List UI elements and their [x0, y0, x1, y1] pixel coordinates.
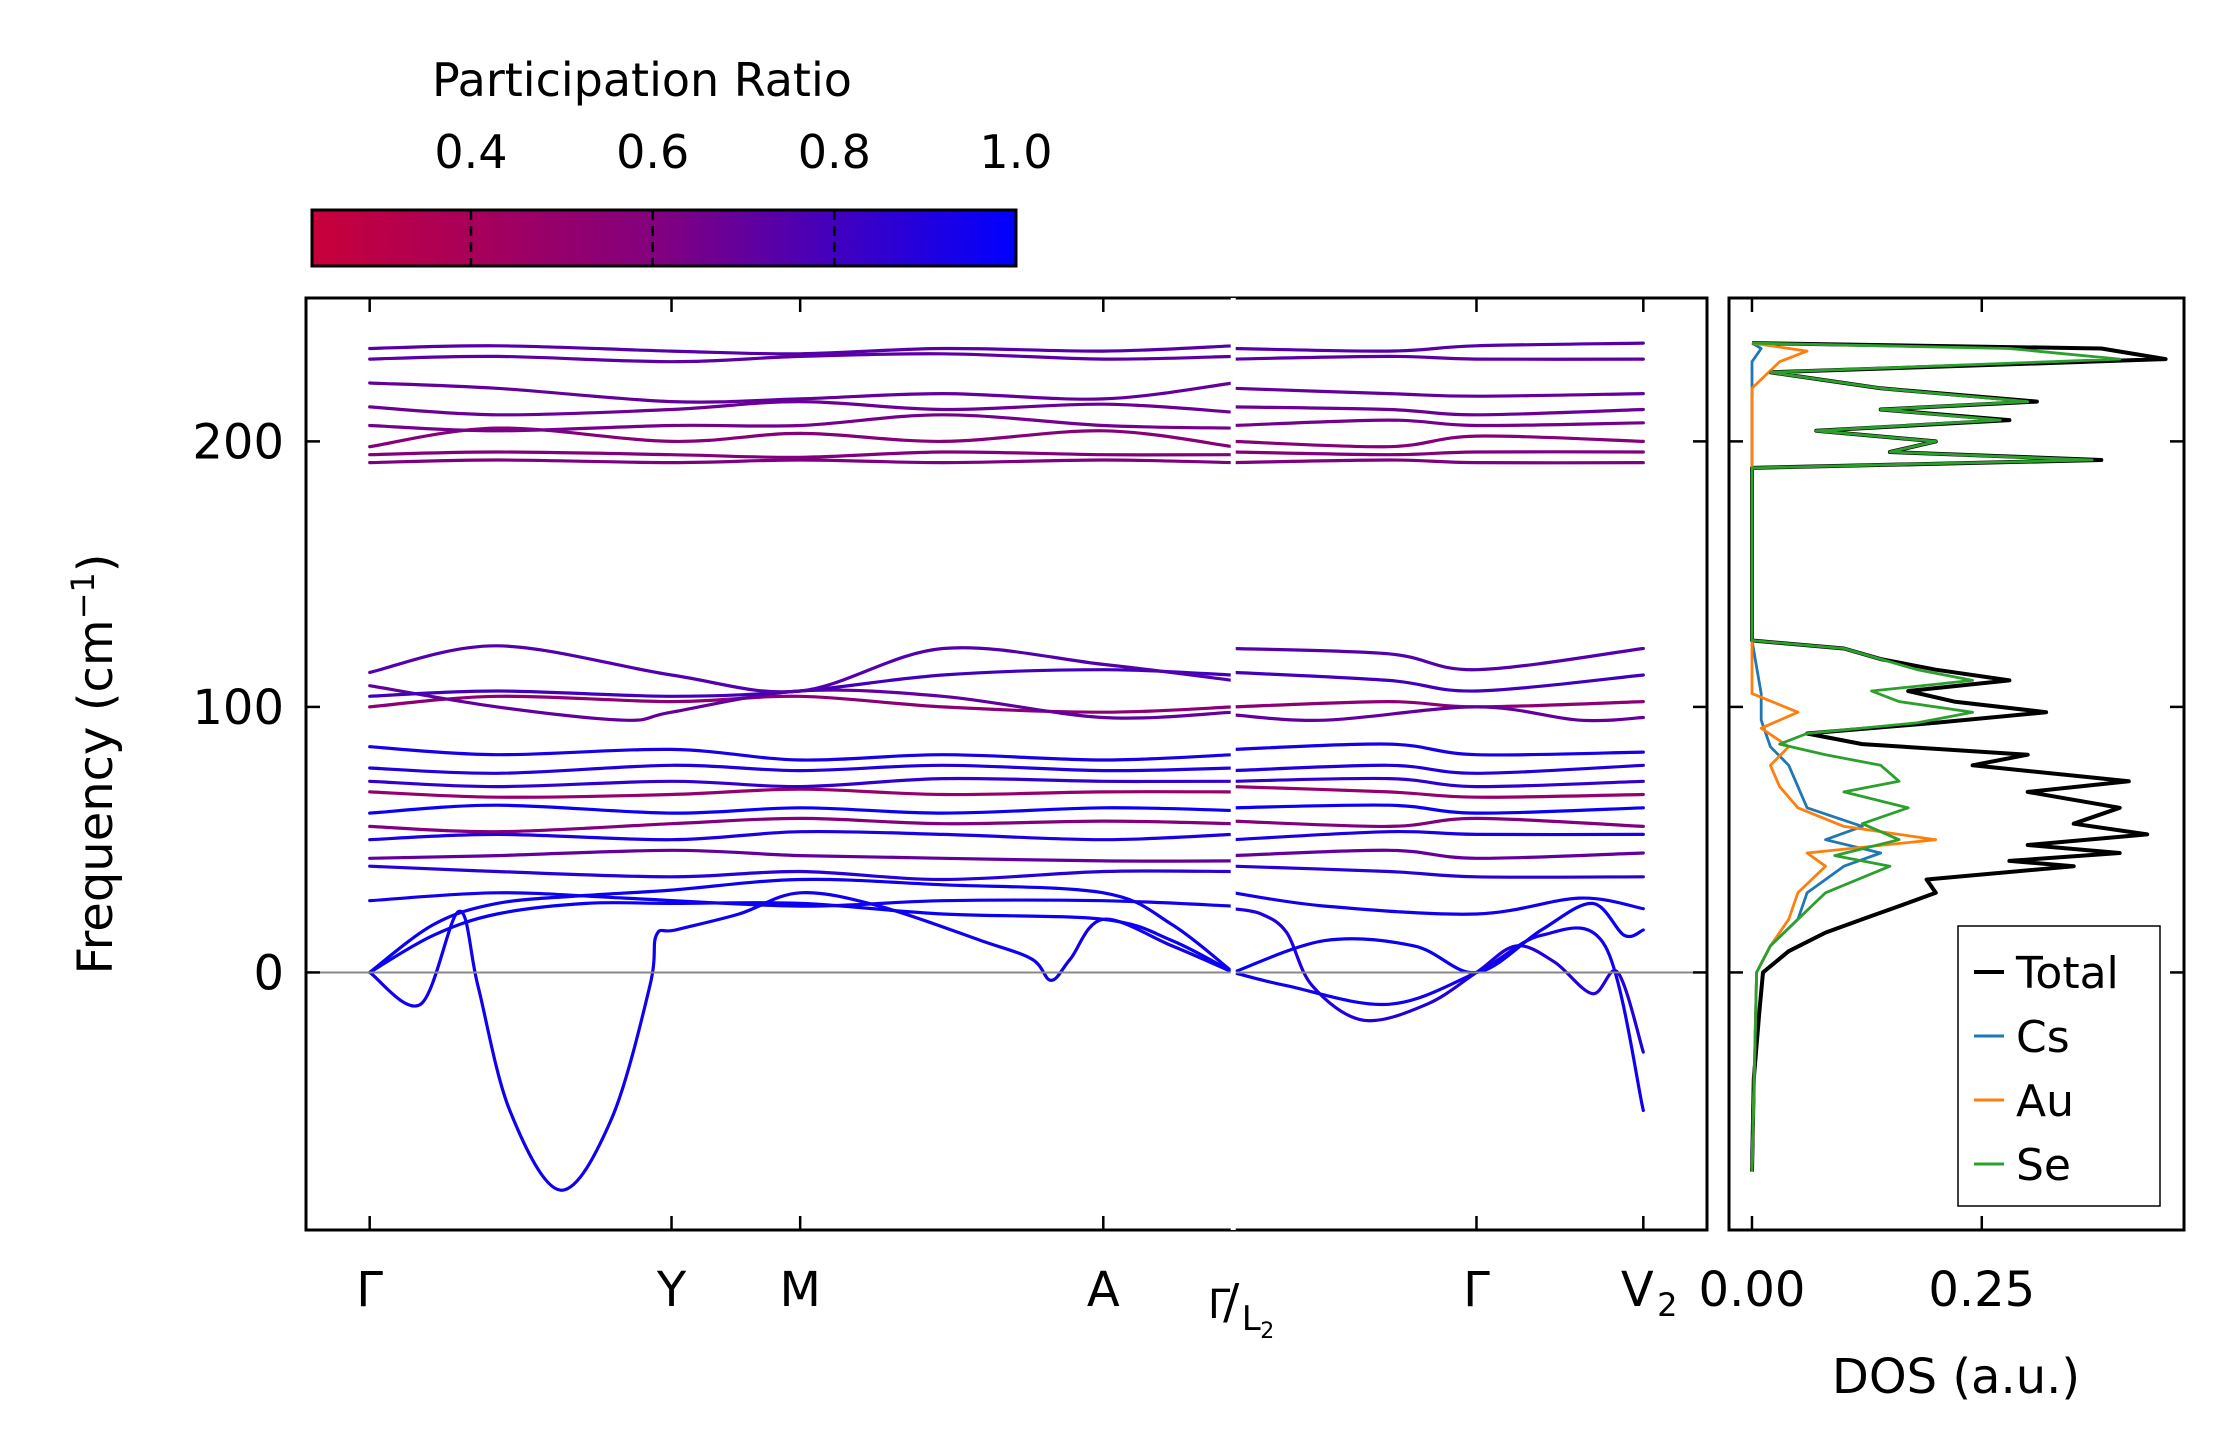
- band-line-optical-low-1-part1: [1231, 891, 1645, 916]
- band-y-ticks: 0 100 200: [192, 414, 1707, 1001]
- band-line-optical-high-3-part0: [368, 426, 1235, 449]
- y-axis-label-sup: −1: [64, 572, 102, 619]
- dos-line-se: [1750, 341, 2122, 1172]
- x-tick-label-1: Y: [656, 1262, 687, 1318]
- band-line-optical-high-4-part1: [1231, 418, 1645, 428]
- legend-label-se: Se: [2016, 1140, 2071, 1191]
- band-line-optical-low-10-part0: [368, 745, 1235, 762]
- dos-x-tick-label-1: 0.25: [1928, 1262, 2035, 1318]
- band-line-optical-high-1-part0: [368, 458, 1235, 465]
- band-line-optical-high-2-part0: [368, 450, 1235, 459]
- band-line-optical-low-2-part1: [1231, 864, 1645, 879]
- dos-y-ticks: [1729, 440, 2184, 974]
- band-line-optical-mid-4-part1: [1231, 646, 1645, 672]
- svg-text:Frequency (cm−1): Frequency (cm−1): [64, 553, 124, 974]
- band-line-optical-low-1-part0: [368, 891, 1235, 908]
- colorbar-tick-label-0: 0.4: [434, 125, 507, 179]
- band-line-optical-low-7-part1: [1231, 785, 1645, 799]
- dos-x-ticks: 0.00 0.25: [1699, 298, 2035, 1318]
- colorbar-tick-label-1: 0.6: [616, 125, 689, 179]
- x-tick-label-6-sub: 2: [1657, 1286, 1677, 1324]
- band-line-optical-low-9-part1: [1231, 763, 1645, 775]
- x-tick-label-4-slash: /: [1223, 1274, 1240, 1330]
- band-x-ticks: Γ Y M A Γ/L 2Γ V 2: [356, 298, 1677, 1344]
- dos-legend: Total Cs Au Se: [1957, 925, 2161, 1207]
- band-line-optical-low-3-part1: [1231, 848, 1645, 860]
- x-tick-label-6-main: V: [1621, 1262, 1654, 1318]
- band-line-optical-high-8-part0: [368, 344, 1235, 356]
- band-line-acoustic-path2-3-part1: [1231, 901, 1645, 975]
- colorbar-tick-label-2: 0.8: [798, 125, 871, 179]
- band-plot-frame: [304, 296, 1709, 1232]
- band-line-optical-high-5-part0: [368, 400, 1235, 417]
- dos-plot-frame: [1727, 296, 2186, 1232]
- x-tick-label-4-sub-main: L: [1242, 1299, 1261, 1339]
- band-line-acoustic-1-part0: [368, 891, 1235, 1192]
- x-tick-label-3: A: [1087, 1262, 1120, 1318]
- band-line-optical-mid-4-part0: [368, 644, 1235, 694]
- colorbar-gradient: [310, 208, 1018, 268]
- colorbar: Participation Ratio 0.4 0.6 0.8 1.0: [310, 53, 1053, 268]
- colorbar-label: Participation Ratio: [432, 53, 852, 107]
- band-line-optical-low-2-part0: [368, 864, 1235, 882]
- legend-label-au: Au: [2016, 1076, 2074, 1127]
- y-tick-label-100: 100: [192, 680, 284, 736]
- band-line-optical-high-4-part0: [368, 413, 1235, 433]
- dos-axes: 0.00 0.25 DOS (a.u.) Total Cs Au Se: [1699, 296, 2186, 1405]
- band-line-optical-low-5-part1: [1231, 816, 1645, 829]
- band-line-optical-low-10-part1: [1231, 742, 1645, 757]
- band-line-optical-low-7-part0: [368, 787, 1235, 799]
- x-tick-label-2: M: [779, 1262, 820, 1318]
- band-line-optical-high-7-part0: [368, 352, 1235, 364]
- band-line-optical-low-3-part0: [368, 848, 1235, 863]
- dos-line-au: [1750, 341, 1938, 1172]
- y-axis-label-close: ): [68, 553, 124, 572]
- band-line-acoustic-2-part0: [368, 901, 1235, 974]
- band-line-optical-high-8-part1: [1231, 341, 1645, 353]
- band-line-optical-low-6-part1: [1231, 803, 1645, 815]
- band-line-optical-low-8-part0: [368, 776, 1235, 789]
- y-tick-label-200: 200: [192, 414, 284, 470]
- band-line-optical-low-4-part0: [368, 829, 1235, 842]
- band-lines: [368, 341, 1645, 1192]
- band-line-optical-low-5-part0: [368, 816, 1235, 834]
- band-line-optical-mid-1-part1: [1231, 700, 1645, 709]
- colorbar-tick-label-3: 1.0: [979, 125, 1052, 179]
- band-line-optical-high-7-part1: [1231, 354, 1645, 361]
- band-line-optical-mid-2-part0: [368, 684, 1235, 722]
- band-line-acoustic-3-part0: [368, 877, 1235, 974]
- band-line-optical-high-1-part1: [1231, 458, 1645, 465]
- legend-label-cs: Cs: [2016, 1012, 2070, 1063]
- band-line-optical-low-8-part1: [1231, 776, 1645, 789]
- band-line-optical-low-4-part1: [1231, 829, 1645, 842]
- band-line-optical-low-6-part0: [368, 803, 1235, 815]
- y-axis-label-text: Frequency (cm: [68, 619, 124, 974]
- band-line-optical-high-2-part1: [1231, 450, 1645, 457]
- dos-x-axis-label: DOS (a.u.): [1832, 1349, 2080, 1405]
- band-line-optical-mid-2-part1: [1231, 705, 1645, 723]
- x-tick-label-5: Γ: [1463, 1262, 1490, 1318]
- band-line-acoustic-path2-2-part1: [1231, 926, 1645, 1113]
- legend-label-total: Total: [2015, 948, 2119, 999]
- band-line-optical-low-9-part0: [368, 763, 1235, 775]
- x-tick-label-4-sub: 2: [1260, 1319, 1274, 1344]
- legend-items: Total Cs Au Se: [1974, 948, 2119, 1191]
- y-tick-label-0: 0: [253, 945, 284, 1001]
- band-line-optical-high-6-part0: [368, 381, 1235, 404]
- colorbar-ticks: 0.4 0.6 0.8 1.0: [434, 125, 1053, 266]
- x-tick-label-0: Γ: [356, 1262, 383, 1318]
- band-line-optical-high-5-part1: [1231, 405, 1645, 417]
- band-line-optical-high-6-part1: [1231, 386, 1645, 398]
- dos-lines: [1750, 341, 2168, 1172]
- dos-x-tick-label-0: 0.00: [1699, 1262, 1806, 1318]
- band-line-optical-mid-1-part0: [368, 694, 1235, 714]
- band-line-acoustic-path2-1-part1: [1231, 907, 1645, 1054]
- x-tick-label-4-main: Γ: [1208, 1282, 1231, 1328]
- y-axis-label: Frequency (cm−1): [64, 553, 124, 974]
- band-line-optical-high-3-part1: [1231, 434, 1645, 449]
- band-line-optical-mid-3-part1: [1231, 670, 1645, 693]
